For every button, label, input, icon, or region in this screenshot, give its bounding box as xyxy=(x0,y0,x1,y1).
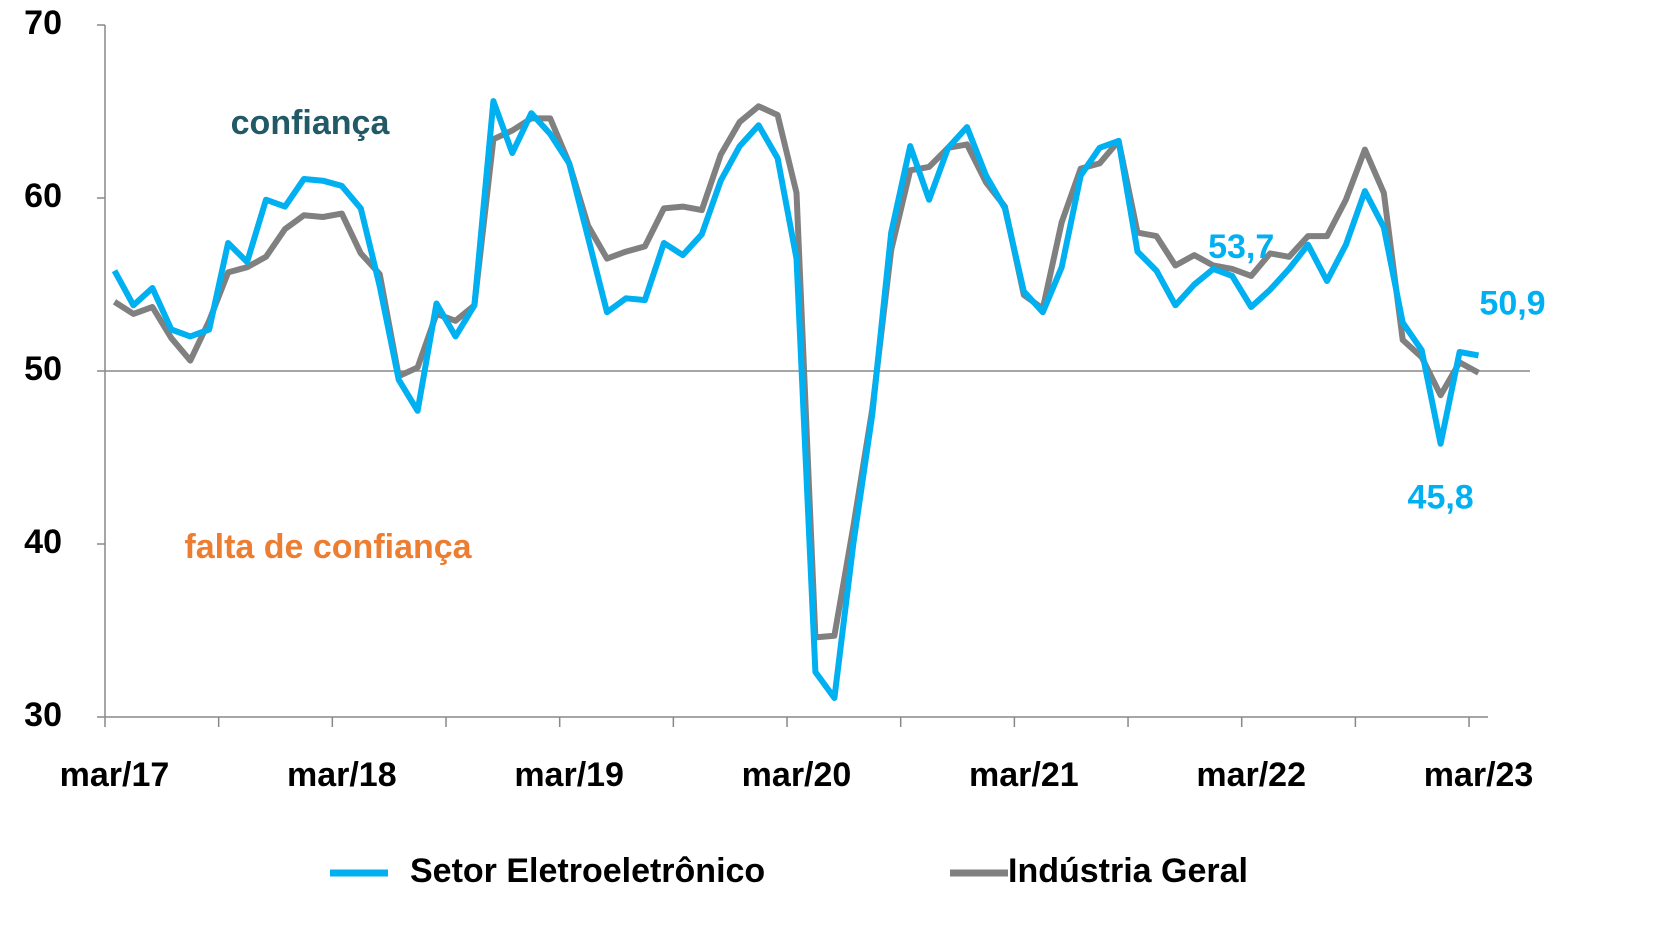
x-tick-label: mar/18 xyxy=(287,756,397,794)
legend-label: Indústria Geral xyxy=(1008,852,1248,890)
x-tick-label: mar/21 xyxy=(969,756,1079,794)
legend-label: Setor Eletroeletrônico xyxy=(410,852,765,890)
series-line xyxy=(112,103,1480,641)
annotation: confiança xyxy=(231,104,391,142)
x-tick-label: mar/19 xyxy=(514,756,624,794)
x-tick-label: mar/17 xyxy=(60,756,170,794)
y-tick-label: 30 xyxy=(24,696,62,734)
x-tick-label: mar/23 xyxy=(1424,756,1534,794)
data-label: 45,8 xyxy=(1408,479,1474,517)
data-label: 50,9 xyxy=(1479,284,1545,322)
annotation: falta de confiança xyxy=(184,528,472,566)
x-tick-label: mar/22 xyxy=(1196,756,1306,794)
y-tick-label: 50 xyxy=(24,350,62,388)
series-line xyxy=(111,98,1480,701)
x-tick-label: mar/20 xyxy=(742,756,852,794)
data-label: 53,7 xyxy=(1208,228,1274,266)
y-tick-label: 70 xyxy=(24,4,62,42)
y-tick-label: 60 xyxy=(24,177,62,215)
y-tick-label: 40 xyxy=(24,523,62,561)
